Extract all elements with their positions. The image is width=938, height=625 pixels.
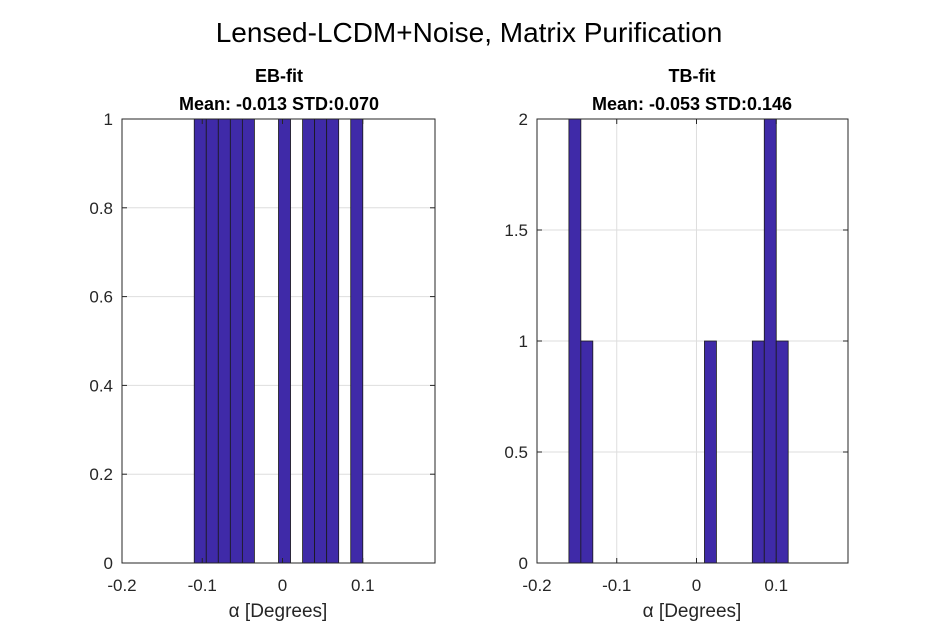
histogram-bar: [205, 118, 219, 564]
x-tick-label: -0.1: [188, 576, 217, 595]
y-tick-label: 0.2: [89, 465, 113, 484]
figure-title: Lensed-LCDM+Noise, Matrix Purification: [216, 17, 723, 48]
y-tick-label: 1: [104, 110, 113, 129]
panel-title-line-2: Mean: -0.053 STD:0.146: [592, 94, 792, 114]
y-tick-label: 0: [519, 554, 528, 573]
panel-title-line-1: TB-fit: [669, 66, 716, 86]
panel-title-line-1: EB-fit: [255, 66, 303, 86]
histogram-bar: [751, 340, 765, 564]
histogram-bar: [350, 118, 364, 564]
x-tick-label: 0.1: [764, 576, 788, 595]
histogram-bar: [302, 118, 316, 564]
histogram-bar: [229, 118, 243, 564]
y-tick-label: 0.6: [89, 288, 113, 307]
x-tick-label: 0: [278, 576, 287, 595]
y-tick-label: 0.4: [89, 376, 113, 395]
x-tick-label: -0.2: [522, 576, 551, 595]
axes-frame: [121, 118, 436, 564]
x-tick-label: 0: [692, 576, 701, 595]
panel-title-line-2: Mean: -0.013 STD:0.070: [179, 94, 379, 114]
histogram-bar: [241, 118, 255, 564]
x-tick-label: -0.2: [107, 576, 136, 595]
histogram-bar: [278, 118, 291, 564]
y-tick-label: 0.5: [504, 443, 528, 462]
histogram-bar: [763, 118, 777, 564]
x-axis-label: α [Degrees]: [643, 601, 742, 622]
y-tick-label: 0.8: [89, 199, 113, 218]
histogram-tb-fit: TB-fit Mean: -0.053 STD:0.146 α [Degrees…: [504, 66, 849, 622]
y-tick-label: 1: [519, 332, 528, 351]
histogram-bar: [217, 118, 231, 564]
histogram-bar: [193, 118, 207, 564]
histogram-eb-fit: EB-fit Mean: -0.013 STD:0.070 α [Degrees…: [89, 66, 436, 622]
histogram-bar: [580, 340, 594, 564]
y-tick-label: 2: [519, 110, 528, 129]
x-axis-label: α [Degrees]: [229, 601, 328, 622]
y-tick-label: 1.5: [504, 221, 528, 240]
x-tick-label: 0.1: [351, 576, 375, 595]
histogram-bar: [568, 118, 582, 564]
histogram-bar: [314, 118, 328, 564]
y-tick-label: 0: [104, 554, 113, 573]
x-tick-label: -0.1: [602, 576, 631, 595]
histogram-bar: [326, 118, 340, 564]
histogram-bar: [704, 340, 717, 564]
histogram-bar: [775, 340, 789, 564]
